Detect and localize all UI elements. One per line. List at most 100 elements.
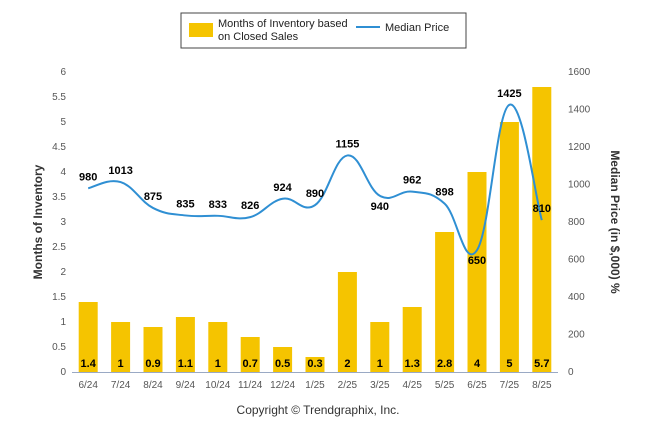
x-tick-label: 3/25 bbox=[370, 380, 390, 391]
inventory-bar bbox=[273, 347, 293, 372]
median-price-label: 826 bbox=[241, 200, 259, 212]
inventory-bar-label: 2.8 bbox=[437, 358, 452, 370]
inventory-bar bbox=[78, 302, 98, 372]
copyright-footer: Copyright © Trendgraphix, Inc. bbox=[237, 403, 400, 417]
left-tick-label: 1 bbox=[60, 317, 66, 328]
right-tick-label: 1200 bbox=[568, 142, 591, 153]
left-tick-label: 2.5 bbox=[52, 242, 66, 253]
legend-label-inventory-line2: on Closed Sales bbox=[218, 31, 299, 43]
inventory-bars bbox=[78, 87, 552, 372]
legend-swatch-inventory bbox=[189, 23, 213, 37]
median-price-label: 833 bbox=[209, 199, 227, 211]
x-tick-label: 6/24 bbox=[78, 380, 98, 391]
median-price-label: 924 bbox=[273, 182, 292, 194]
median-price-labels: 980 1013 875 835 833 826 924 890 1155 940 962 898 65… bbox=[79, 88, 551, 267]
inventory-bar bbox=[532, 87, 552, 372]
median-price-label: 1155 bbox=[335, 138, 359, 150]
inventory-bar-label: 5.7 bbox=[534, 358, 549, 370]
median-price-label: 962 bbox=[403, 175, 421, 187]
median-price-label: 898 bbox=[435, 187, 453, 199]
inventory-bar bbox=[208, 322, 228, 372]
median-price-label: 810 bbox=[533, 203, 551, 215]
legend-box bbox=[180, 12, 467, 49]
x-tick-label: 2/25 bbox=[338, 380, 358, 391]
inventory-bar-label: 1 bbox=[215, 358, 221, 370]
inventory-bar-label: 0.3 bbox=[307, 358, 322, 370]
right-tick-label: 1000 bbox=[568, 180, 591, 191]
inventory-bar bbox=[337, 272, 357, 372]
median-price-line bbox=[87, 103, 543, 256]
x-tick-label: 6/25 bbox=[467, 380, 487, 391]
inventory-bar-label: 4 bbox=[474, 358, 481, 370]
left-tick-label: 0.5 bbox=[52, 342, 66, 353]
right-tick-label: 600 bbox=[568, 255, 585, 266]
inventory-bar bbox=[499, 122, 519, 372]
inventory-bar-label: 1 bbox=[377, 358, 383, 370]
x-tick-label: 7/25 bbox=[500, 380, 520, 391]
inventory-bar-label: 1.3 bbox=[405, 358, 420, 370]
right-tick-label: 1400 bbox=[568, 105, 591, 116]
right-tick-label: 1600 bbox=[568, 67, 591, 78]
x-tick-label: 10/24 bbox=[205, 380, 230, 391]
x-tick-label: 7/24 bbox=[111, 380, 131, 391]
inventory-bar-label: 1.4 bbox=[81, 358, 97, 370]
inventory-bar-label: 5 bbox=[506, 358, 512, 370]
x-tick-label: 1/25 bbox=[305, 380, 325, 391]
inventory-bar-label: 2 bbox=[344, 358, 350, 370]
inventory-bar-label: 0.7 bbox=[243, 358, 258, 370]
median-price-label: 835 bbox=[176, 198, 194, 210]
x-tick-label: 12/24 bbox=[270, 380, 295, 391]
median-price-path bbox=[87, 103, 543, 256]
inventory-bar-label: 0.9 bbox=[145, 358, 160, 370]
inventory-bar bbox=[370, 322, 390, 372]
x-tick-label: 8/24 bbox=[143, 380, 163, 391]
left-y-axis: 0 0.5 1 1.5 2 2.5 3 3.5 4 4.5 5 5.5 6 bbox=[52, 67, 66, 378]
median-price-label: 1013 bbox=[108, 165, 132, 177]
right-tick-label: 0 bbox=[568, 367, 574, 378]
right-axis-title: Median Price (in $,000) % bbox=[608, 150, 622, 294]
median-price-label: 980 bbox=[79, 171, 97, 183]
median-price-label: 875 bbox=[144, 191, 162, 203]
left-tick-label: 2 bbox=[60, 267, 66, 278]
inventory-bar bbox=[305, 357, 325, 372]
left-tick-label: 5 bbox=[60, 117, 66, 128]
right-tick-label: 400 bbox=[568, 292, 585, 303]
legend-label-inventory-line1: Months of Inventory based bbox=[218, 18, 348, 30]
median-price-label: 650 bbox=[468, 255, 486, 267]
x-axis: 6/24 7/24 8/24 9/24 10/24 11/24 12/24 1/25 2/25 3… bbox=[72, 372, 558, 391]
legend: Months of Inventory based on Closed Sale… bbox=[180, 12, 467, 49]
legend-label-median-price: Median Price bbox=[385, 22, 449, 34]
left-tick-label: 6 bbox=[60, 67, 66, 78]
inventory-bar-label: 0.5 bbox=[275, 358, 290, 370]
inventory-bar bbox=[435, 232, 455, 372]
left-tick-label: 1.5 bbox=[52, 292, 66, 303]
left-tick-label: 5.5 bbox=[52, 92, 66, 103]
x-tick-label: 8/25 bbox=[532, 380, 552, 391]
x-tick-label: 11/24 bbox=[238, 380, 263, 391]
median-price-label: 890 bbox=[306, 188, 324, 200]
inventory-bar bbox=[402, 307, 422, 372]
median-price-label: 1425 bbox=[497, 88, 521, 100]
left-axis-title: Months of Inventory bbox=[31, 164, 45, 279]
x-tick-label: 9/24 bbox=[176, 380, 196, 391]
inventory-bar-labels: 1.4 1 0.9 1.1 1 0.7 0.5 0.3 2 1 1.3 2.8 4 5 5.7 bbox=[81, 358, 550, 370]
inventory-bar bbox=[111, 322, 131, 372]
left-tick-label: 4 bbox=[60, 167, 66, 178]
x-tick-label: 4/25 bbox=[402, 380, 422, 391]
inventory-bar-label: 1.1 bbox=[178, 358, 193, 370]
left-tick-label: 0 bbox=[60, 367, 66, 378]
right-y-axis: 0 200 400 600 800 1000 1200 1400 1600 bbox=[568, 67, 591, 378]
inventory-bar bbox=[175, 317, 195, 372]
right-tick-label: 200 bbox=[568, 330, 585, 341]
x-tick-label: 5/25 bbox=[435, 380, 455, 391]
inventory-bar bbox=[467, 172, 487, 372]
median-price-label: 940 bbox=[371, 201, 389, 213]
right-tick-label: 800 bbox=[568, 217, 585, 228]
left-tick-label: 3.5 bbox=[52, 192, 66, 203]
left-tick-label: 3 bbox=[60, 217, 66, 228]
inventory-bar bbox=[240, 337, 260, 372]
left-tick-label: 4.5 bbox=[52, 142, 66, 153]
inventory-bar bbox=[143, 327, 163, 372]
inventory-bar-label: 1 bbox=[118, 358, 124, 370]
